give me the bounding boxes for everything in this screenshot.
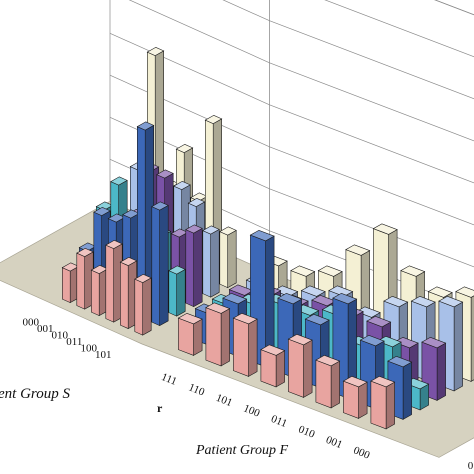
bar-patient-group-f-0-5 [315, 354, 341, 409]
tick-label-f: 100 [242, 402, 262, 419]
bar-patient-group-f-1-5 [332, 292, 358, 399]
stray-label: r [157, 401, 163, 415]
tick-labels: 1011000110100010001111101011000110100010… [23, 316, 474, 472]
tick-label-f: 111 [160, 371, 179, 388]
bar-patient-group-f-0-3 [260, 344, 286, 388]
bar-patient-group-s-0-1 [119, 256, 138, 330]
tick-label-s: 101 [95, 349, 112, 361]
bar-patient-group-s-4-0 [202, 225, 220, 298]
bar-patient-group-s-5-0 [219, 226, 237, 289]
tick-label-s: 000 [23, 316, 40, 328]
gridline [434, 0, 474, 16]
tick-label-f: 110 [187, 381, 207, 398]
tick-label-s: 100 [81, 342, 98, 354]
x-axis-label-group-f: Patient Group F [195, 443, 288, 458]
tick-label-f: 011 [269, 413, 288, 430]
tick-label-s: 011 [66, 336, 82, 348]
x-axis-label-group-s: ent Group S [0, 386, 70, 402]
bar-patient-group-f-0-0 [177, 312, 203, 356]
tick-label-f: 101 [214, 392, 234, 409]
depth-label: 010 [468, 460, 474, 472]
bar-patient-group-s-0-0 [134, 273, 152, 336]
bar-patient-group-s-0-3 [90, 264, 109, 317]
bar-patient-group-s-2-0 [168, 265, 186, 317]
bar-patient-group-s-3-0 [185, 224, 203, 308]
tick-label-f: 001 [324, 434, 344, 451]
gridline [324, 0, 474, 58]
tick-label-f: 000 [352, 444, 372, 461]
tick-label-s: 001 [37, 323, 54, 335]
gridline [222, 0, 474, 100]
bar-patient-group-s-1-0 [151, 201, 169, 327]
bar-patient-group-f-0-4 [287, 333, 313, 398]
bar-patient-group-f-0-1 [205, 302, 231, 367]
bar-patient-group-s-0-4 [76, 247, 94, 310]
bar-patient-group-s-0-5 [61, 262, 80, 304]
bar-patient-group-s-0-2 [105, 239, 123, 323]
bar-series [61, 46, 474, 430]
tick-label-f: 010 [297, 423, 317, 440]
bar-patient-group-f-0-6 [342, 375, 368, 419]
bar-patient-group-f-0-7 [370, 375, 396, 430]
bar-patient-group-f-0-2 [232, 312, 258, 377]
gridline [128, 0, 474, 142]
tick-label-s: 010 [52, 329, 69, 341]
